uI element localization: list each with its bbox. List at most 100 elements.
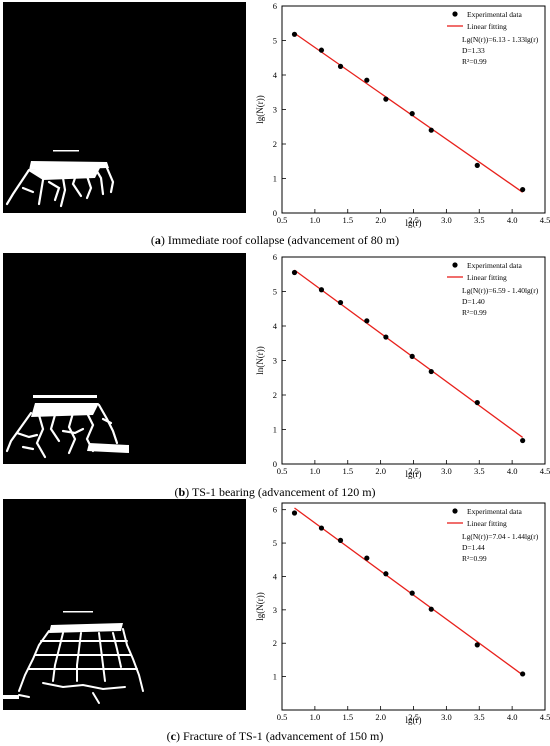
- data-point: [428, 606, 434, 612]
- caption-text-c: Fracture of TS-1 (advancement of 150 m): [182, 729, 384, 743]
- x-tick-label: 2.0: [375, 712, 386, 722]
- data-point: [337, 63, 344, 69]
- data-point: [383, 334, 389, 340]
- x-tick-label: 3.0: [441, 712, 452, 722]
- data-point: [520, 186, 526, 193]
- data-point: [383, 96, 389, 102]
- annotation-2: R²=0.99: [462, 554, 487, 563]
- y-tick-label: 6: [273, 1, 277, 11]
- x-tick-label: 3.5: [474, 466, 485, 476]
- data-point: [520, 437, 526, 444]
- x-tick-label: 1.0: [310, 215, 321, 225]
- caption-b: (b) TS-1 bearing (advancement of 120 m): [174, 485, 376, 499]
- x-tick-label: 4.5: [540, 215, 550, 225]
- annotation-1: D=1.44: [462, 543, 485, 552]
- legend-label-fit: Linear fitting: [467, 519, 507, 528]
- legend-marker-points: [452, 262, 458, 268]
- x-tick-label: 2.5: [408, 712, 419, 722]
- caption-a: (a) Immediate roof collapse (advancement…: [150, 233, 400, 247]
- y-tick-label: 3: [273, 356, 277, 366]
- x-tick-label: 1.5: [342, 712, 353, 722]
- y-tick-label: 3: [273, 105, 277, 115]
- x-tick-label: 0.5: [277, 466, 288, 476]
- fracture-image-b: [3, 253, 246, 464]
- legend-label-points: Experimental data: [467, 507, 522, 516]
- y-tick-label: 1: [273, 672, 277, 682]
- data-point: [364, 77, 370, 83]
- caption-tag-b: b: [178, 485, 186, 499]
- x-tick-label: 1.5: [342, 215, 353, 225]
- data-point: [318, 47, 325, 53]
- data-point: [318, 525, 325, 531]
- y-tick-label: 5: [273, 36, 277, 46]
- chart-a: 0.5 1.0 1.5 2.0 2.5 3.0 3.5 4.0 4.5 0 1 2 3 4 5 6 lg(r) l…: [255, 1, 550, 228]
- legend-marker-points: [452, 508, 458, 514]
- annotation-0: Lg(N(r))=7.04 - 1.44lg(r): [462, 532, 539, 541]
- x-tick-label: 3.0: [441, 466, 452, 476]
- y-tick-label: 3: [273, 605, 277, 615]
- data-point: [337, 299, 344, 306]
- data-point: [409, 111, 415, 117]
- y-axis-label: lg(N(r)): [255, 592, 265, 621]
- data-point: [474, 642, 480, 648]
- y-axis-label: ln(N(r)): [255, 346, 265, 375]
- data-point: [383, 571, 389, 577]
- data-point: [409, 590, 415, 596]
- annotation-2: R²=0.99: [462, 57, 487, 66]
- data-point: [337, 537, 344, 543]
- data-point: [474, 399, 480, 406]
- data-point: [474, 162, 480, 168]
- legend-marker-points: [452, 11, 458, 17]
- y-tick-label: 2: [273, 638, 277, 648]
- x-tick-label: 4.5: [540, 712, 550, 722]
- legend-label-fit: Linear fitting: [467, 273, 507, 282]
- data-point: [291, 31, 298, 37]
- data-point: [291, 269, 298, 276]
- data-point: [428, 368, 434, 375]
- x-tick-label: 3.5: [474, 712, 485, 722]
- panel-b: 0.5 1.0 1.5 2.0 2.5 3.0 3.5 4.0 4.5 0 1 2 3 4 5 6 lg(r) l…: [0, 251, 550, 501]
- y-tick-label: 2: [273, 139, 277, 149]
- x-tick-label: 1.5: [342, 466, 353, 476]
- y-tick-label: 4: [273, 321, 278, 331]
- panel-c: 0.5 1.0 1.5 2.0 2.5 3.0 3.5 4.0 4.5 1 2 3 4 5 6 lg(r) lg…: [0, 497, 550, 746]
- data-point: [291, 510, 298, 516]
- caption-c: (c) Fracture of TS-1 (advancement of 150…: [166, 729, 384, 743]
- x-axis-label: lg(r): [406, 218, 422, 228]
- y-tick-label: 6: [273, 252, 277, 262]
- chart-b: 0.5 1.0 1.5 2.0 2.5 3.0 3.5 4.0 4.5 0 1 2 3 4 5 6 lg(r) l…: [255, 252, 550, 479]
- caption-tag-c: c: [170, 729, 176, 743]
- x-tick-label: 2.5: [408, 215, 419, 225]
- y-tick-label: 0: [273, 459, 277, 469]
- fit-line: [294, 269, 524, 438]
- x-tick-label: 2.5: [408, 466, 419, 476]
- caption-tag-a: a: [154, 233, 161, 247]
- legend-label-fit: Linear fitting: [467, 22, 507, 31]
- y-tick-label: 0: [273, 208, 277, 218]
- x-tick-label: 3.5: [474, 215, 485, 225]
- x-tick-label: 2.0: [375, 466, 386, 476]
- data-point: [428, 127, 434, 133]
- data-point: [520, 671, 526, 677]
- data-point: [318, 287, 325, 293]
- data-point: [364, 555, 370, 561]
- y-tick-label: 5: [273, 538, 277, 548]
- fracture-image-c: [3, 499, 246, 710]
- x-axis-label: lg(r): [406, 469, 422, 479]
- x-tick-label: 4.0: [507, 215, 518, 225]
- y-tick-label: 4: [273, 70, 278, 80]
- x-tick-label: 2.0: [375, 215, 386, 225]
- fracture-image-a: [3, 2, 246, 213]
- x-tick-label: 3.0: [441, 215, 452, 225]
- x-tick-label: 0.5: [277, 712, 288, 722]
- y-axis-label: lg(N(r)): [255, 95, 265, 124]
- annotation-0: Lg(N(r))=6.13 - 1.33lg(r): [462, 35, 539, 44]
- y-tick-label: 6: [273, 505, 277, 515]
- data-point: [409, 353, 415, 359]
- caption-text-b: TS-1 bearing (advancement of 120 m): [191, 485, 376, 499]
- fit-line: [294, 32, 524, 193]
- x-tick-label: 0.5: [277, 215, 288, 225]
- panel-a: 0.5 1.0 1.5 2.0 2.5 3.0 3.5 4.0 4.5 0 1 2 3 4 5 6 lg(r) l…: [0, 0, 550, 248]
- annotation-0: Lg(N(r))=6.59 - 1.40lg(r): [462, 286, 539, 295]
- x-tick-label: 1.0: [310, 712, 321, 722]
